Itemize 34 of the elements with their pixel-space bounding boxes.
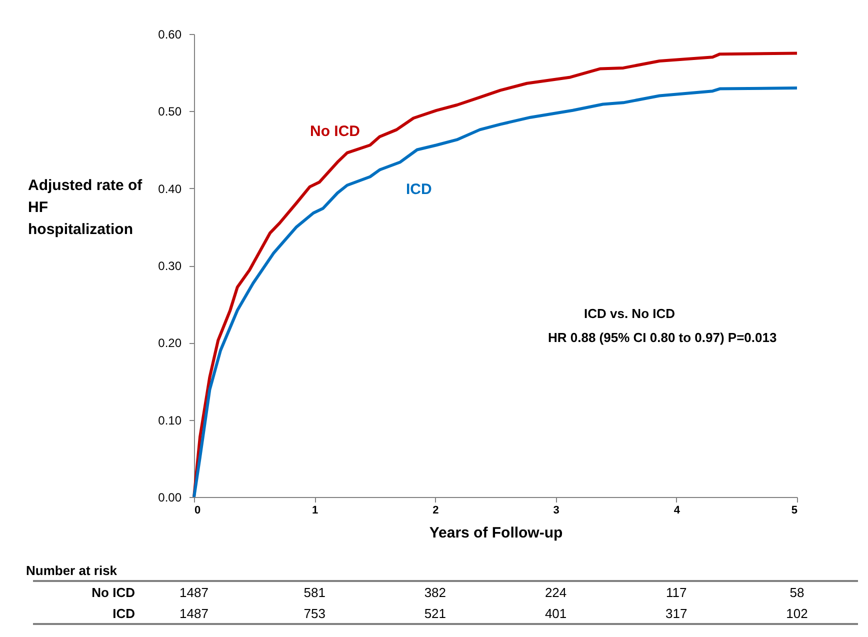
series-label: No ICD: [310, 123, 360, 140]
y-tick-label: 0.10: [158, 413, 182, 428]
text: 224: [544, 585, 568, 600]
x-tick-label: 5: [791, 504, 798, 516]
text: 58: [788, 585, 806, 600]
text: 753: [302, 606, 326, 621]
y-axis-title: Adjusted rate of HF hospitalization: [28, 176, 144, 240]
text: No ICD: [90, 585, 135, 600]
y-tick-label: 0.30: [158, 259, 182, 273]
x-tick-label: 3: [553, 504, 560, 516]
text: 1487: [178, 585, 210, 600]
series-label: ICD: [406, 181, 432, 198]
annotation: HR 0.88 (95% CI 0.80 to 0.97) P=0.013: [548, 330, 777, 345]
x-tick-label: 4: [674, 504, 681, 516]
text: 382: [423, 585, 448, 600]
text: Number at risk: [26, 563, 118, 578]
x-tick-label: 0: [194, 504, 201, 516]
y-tick-label: 0.40: [158, 182, 182, 196]
y-tick-label: 0.00: [158, 490, 182, 504]
text: ICD: [112, 606, 135, 621]
y-tick-label: 0.60: [158, 28, 182, 42]
x-tick-label: 2: [432, 504, 439, 516]
text: 581: [302, 585, 326, 600]
text: 521: [423, 606, 448, 621]
x-tick-label: 1: [312, 504, 318, 516]
text: 317: [664, 606, 688, 621]
text: 401: [544, 606, 568, 621]
x-axis-title: Years of Follow-up: [429, 524, 563, 542]
text: 117: [665, 585, 688, 600]
annotation: ICD vs. No ICD: [584, 306, 676, 321]
text: 102: [785, 606, 809, 621]
y-tick-label: 0.20: [158, 336, 182, 350]
y-tick-label: 0.50: [158, 104, 182, 119]
text: 1487: [178, 606, 210, 621]
